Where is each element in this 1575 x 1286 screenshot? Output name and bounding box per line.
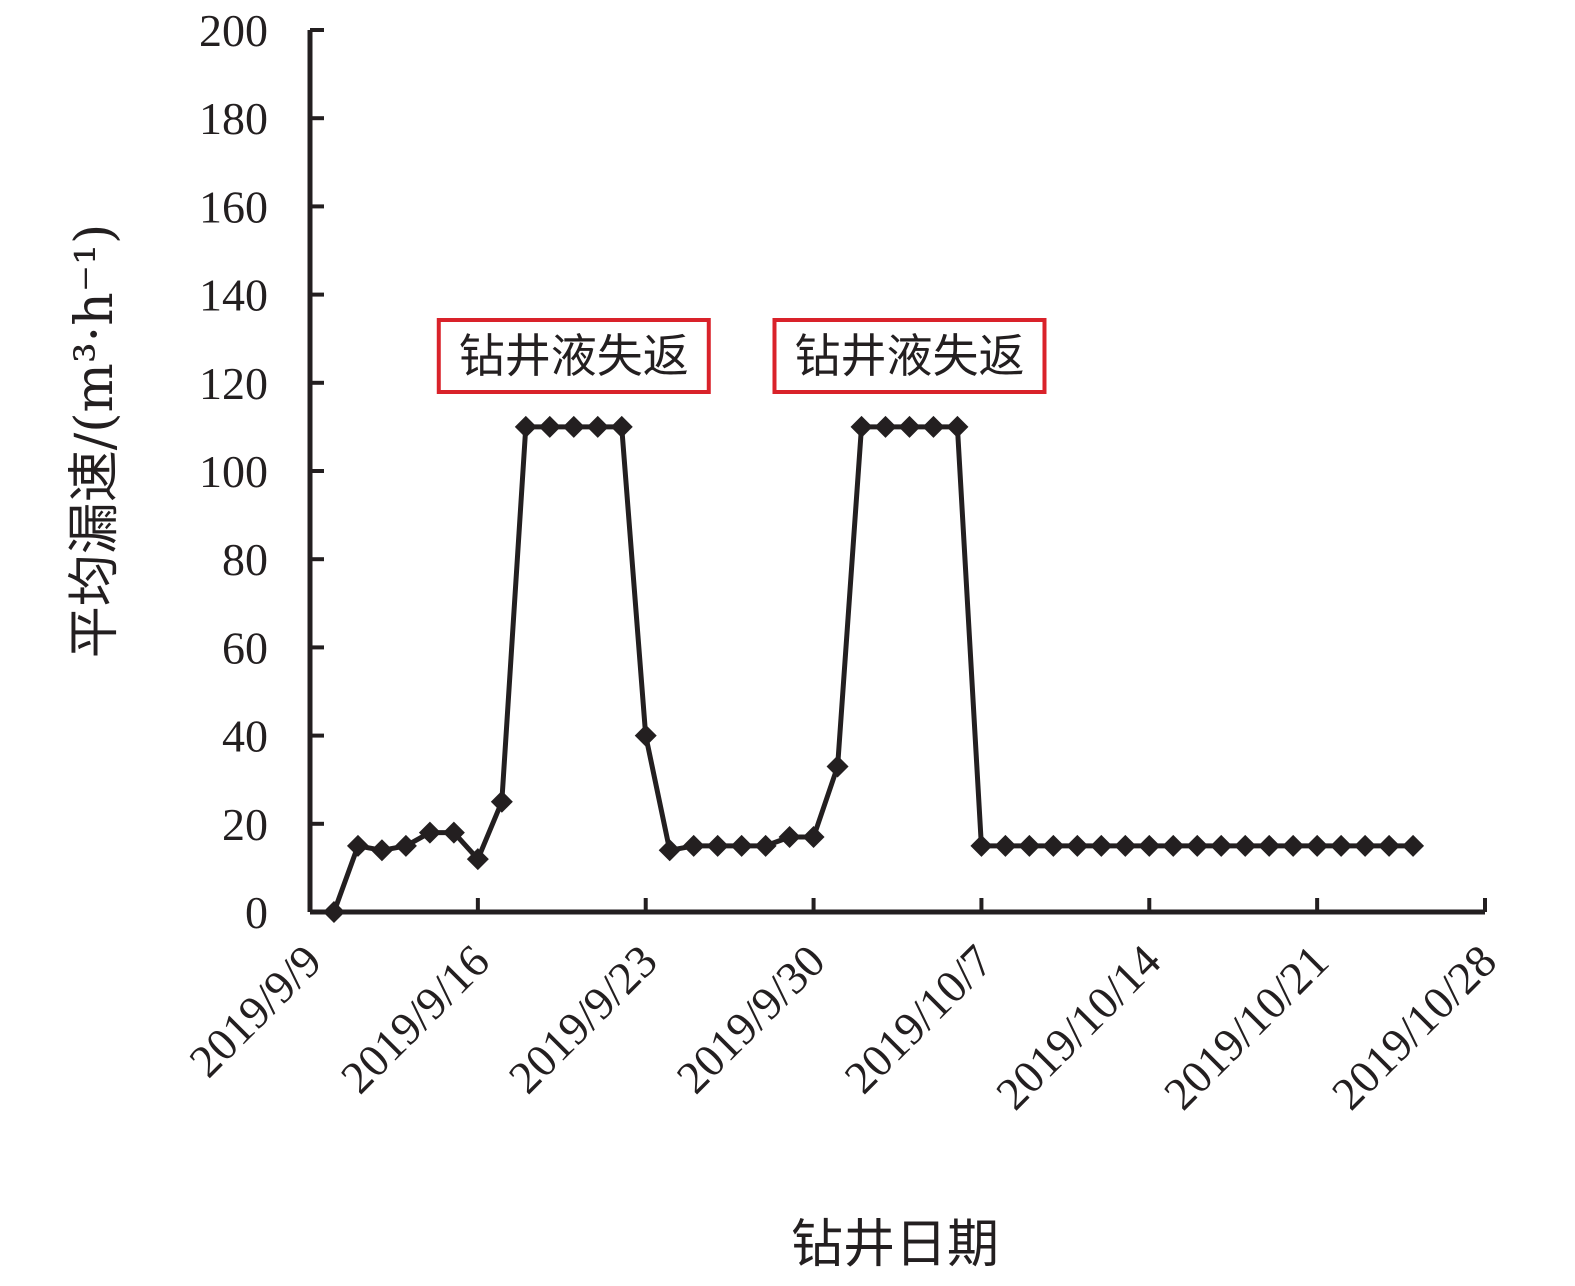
y-tick-label: 180 (199, 93, 268, 144)
data-point (1066, 834, 1089, 857)
y-tick-label: 0 (245, 887, 268, 938)
data-point (1234, 834, 1257, 857)
data-point (466, 848, 489, 871)
data-point (1282, 834, 1305, 857)
x-tick-label: 2019/10/14 (986, 935, 1170, 1119)
y-ticks: 0 20 40 60 80 100 120 140 160 180 200 (199, 5, 324, 938)
data-point (1330, 834, 1353, 857)
data-point (1210, 834, 1233, 857)
y-tick-label: 200 (199, 5, 268, 56)
data-point (490, 790, 513, 813)
data-point (514, 415, 537, 438)
data-point (370, 839, 393, 862)
y-tick-label: 40 (222, 711, 268, 762)
data-point (586, 415, 609, 438)
series-line (331, 424, 1414, 913)
data-point (730, 834, 753, 857)
data-point (394, 834, 417, 857)
data-point (682, 834, 705, 857)
x-axis-title: 钻井日期 (791, 1215, 999, 1275)
data-point (922, 415, 945, 438)
data-point (1258, 834, 1281, 857)
data-point (1114, 834, 1137, 857)
annotation-label: 钻井液失返 (794, 329, 1024, 383)
data-point (802, 826, 825, 849)
y-tick-label: 20 (222, 799, 268, 850)
data-point (850, 415, 873, 438)
data-point (1354, 834, 1377, 857)
data-point (658, 839, 681, 862)
x-tick-label: 2019/10/7 (835, 935, 1003, 1103)
y-tick-label: 160 (199, 181, 268, 232)
data-point (994, 834, 1017, 857)
data-point (634, 724, 657, 747)
x-tick-label: 2019/9/16 (331, 935, 499, 1103)
annotation-frame (436, 318, 711, 394)
data-point (562, 415, 585, 438)
data-point (754, 834, 777, 857)
y-tick-label: 60 (222, 622, 268, 673)
data-point (1018, 834, 1041, 857)
data-point (874, 415, 897, 438)
data-point (1186, 834, 1209, 857)
data-point (1042, 834, 1065, 857)
annotation-box: 钻井液失返 (436, 318, 711, 394)
x-tick-label: 2019/10/21 (1154, 935, 1338, 1119)
x-tick-label: 2019/10/28 (1322, 935, 1506, 1119)
data-point (826, 755, 849, 778)
data-point (442, 821, 465, 844)
y-tick-label: 120 (199, 358, 268, 409)
y-tick-label: 140 (199, 270, 268, 321)
x-tick-label: 2019/9/9 (179, 935, 331, 1087)
annotation-frame (772, 318, 1047, 394)
annotations: 钻井液失返 钻井液失返 (436, 318, 1047, 394)
series-marks (322, 415, 1425, 923)
data-point (898, 415, 921, 438)
data-point (1306, 834, 1329, 857)
data-point (1162, 834, 1185, 857)
y-tick-label: 80 (222, 534, 268, 585)
x-ticks: 2019/9/9 2019/9/16 2019/9/23 2019/9/30 2019/… (179, 898, 1506, 1119)
data-point (1402, 834, 1425, 857)
data-point (1090, 834, 1113, 857)
data-point (706, 834, 729, 857)
annotation-label: 钻井液失返 (459, 329, 689, 383)
data-point (778, 826, 801, 849)
y-axis-title: 平均漏速/(m³·h⁻¹) (65, 224, 125, 659)
y-tick-label: 100 (199, 446, 268, 497)
annotation-box: 钻井液失返 (772, 318, 1047, 394)
data-point (610, 415, 633, 438)
data-point (1378, 834, 1401, 857)
data-point (1138, 834, 1161, 857)
data-point (346, 834, 369, 857)
data-point (970, 834, 993, 857)
axes (307, 30, 1485, 915)
data-point (538, 415, 561, 438)
x-tick-label: 2019/9/23 (499, 935, 667, 1103)
x-tick-label: 2019/9/30 (667, 935, 835, 1103)
data-point (418, 821, 441, 844)
data-point (946, 415, 969, 438)
